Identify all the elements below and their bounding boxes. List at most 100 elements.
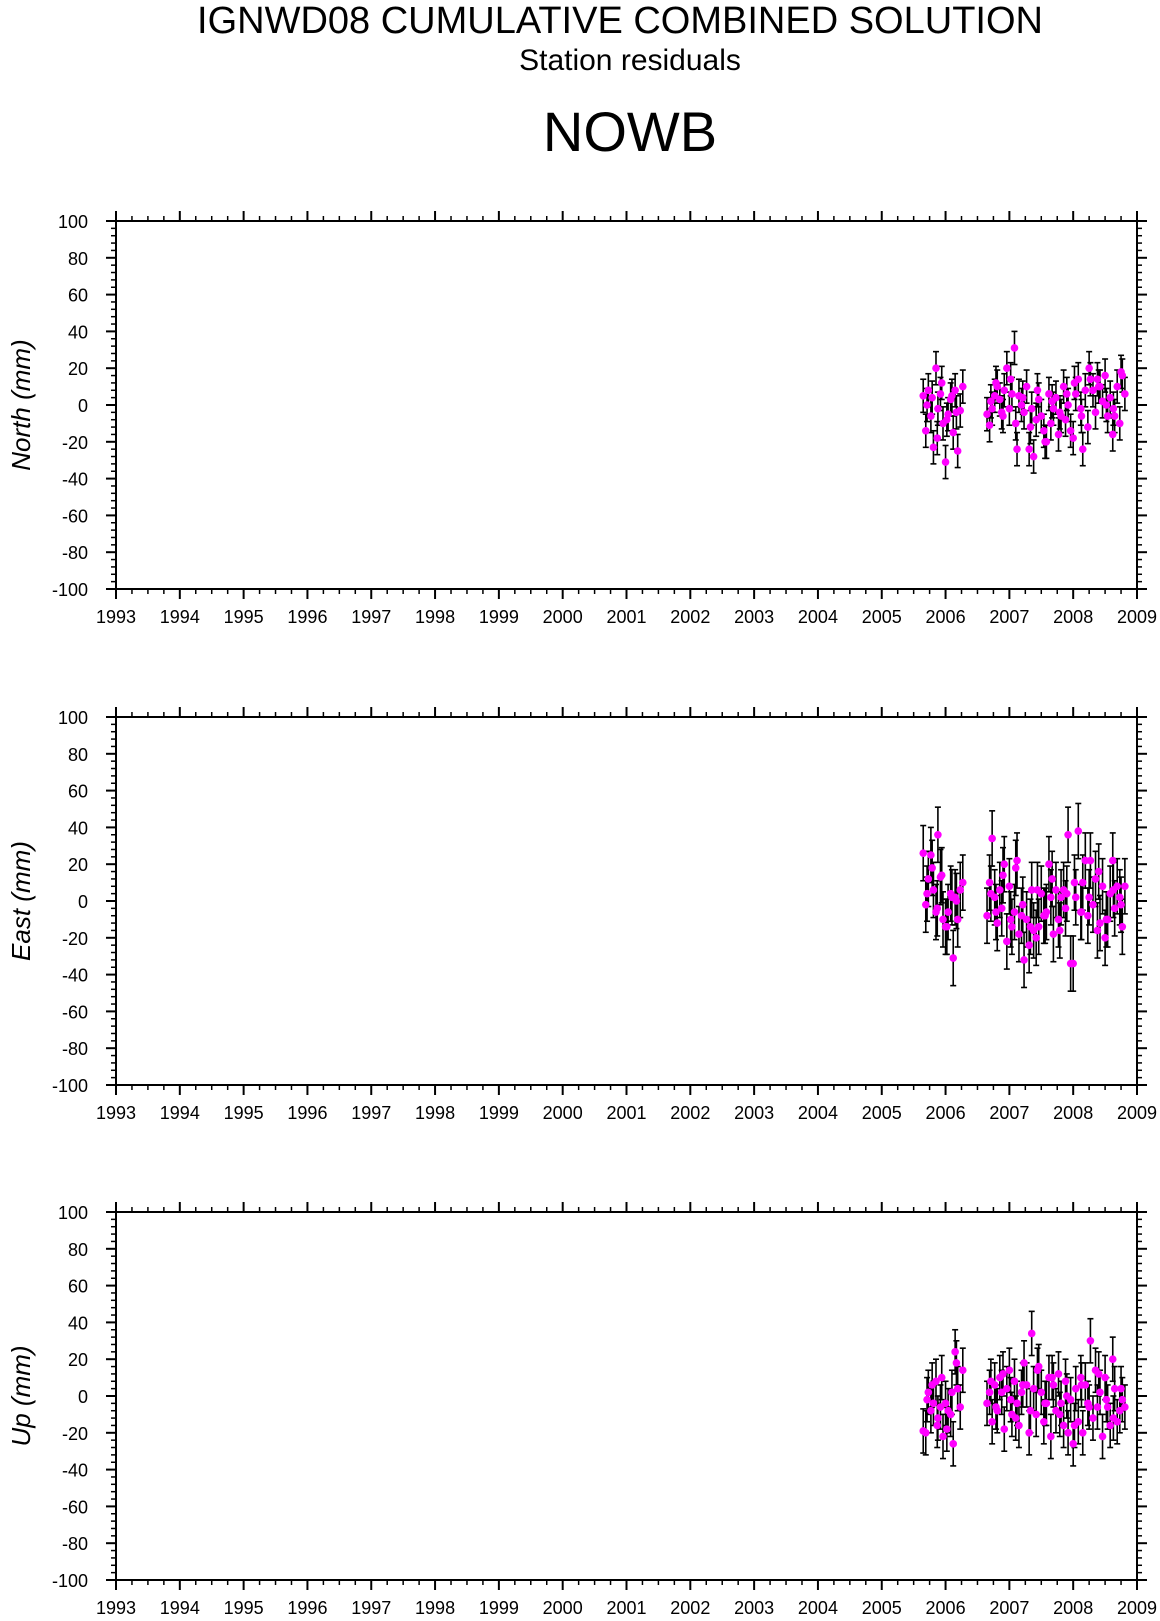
data-point — [1011, 419, 1020, 428]
data-point — [924, 875, 933, 883]
plot-frame — [115, 220, 1138, 590]
data-point — [927, 412, 935, 420]
data-point — [956, 1403, 965, 1411]
data-point — [923, 889, 931, 898]
data-series — [919, 1310, 1129, 1467]
data-point — [923, 1395, 931, 1404]
data-point — [985, 421, 994, 430]
data-point — [1077, 412, 1086, 420]
data-point — [949, 954, 958, 962]
data-point — [999, 1370, 1007, 1378]
data-point — [1121, 390, 1129, 398]
x-tick-label: 2000 — [543, 1103, 583, 1123]
y-tick-label: -40 — [62, 966, 88, 986]
data-point — [1094, 867, 1103, 876]
data-point — [1034, 922, 1043, 931]
plot-frame — [115, 1211, 1138, 1581]
data-point — [1018, 1381, 1027, 1389]
x-tick-label: 2002 — [670, 607, 710, 627]
y-tick-label: 60 — [68, 1277, 88, 1297]
data-point — [1113, 382, 1122, 391]
x-tick-label: 1994 — [160, 1598, 200, 1618]
data-point — [1094, 382, 1103, 391]
data-point — [1061, 904, 1070, 913]
x-tick-label: 1995 — [224, 607, 264, 627]
x-tick-label: 1995 — [224, 1598, 264, 1618]
x-tick-label: 2003 — [734, 607, 774, 627]
data-point — [1077, 1373, 1085, 1382]
data-point — [1049, 1381, 1058, 1389]
data-point — [1069, 434, 1077, 442]
x-tick-label: 1996 — [287, 607, 327, 627]
data-point — [1017, 401, 1026, 409]
x-tick-label: 2007 — [989, 1103, 1029, 1123]
data-point — [939, 1432, 947, 1441]
data-point — [1045, 860, 1053, 868]
data-point — [924, 1388, 933, 1397]
data-point — [1086, 1337, 1095, 1345]
x-tick-label: 2008 — [1053, 607, 1093, 627]
data-point — [1052, 886, 1060, 894]
data-point — [1015, 1421, 1023, 1430]
data-point — [1020, 408, 1028, 417]
data-point — [1063, 889, 1071, 898]
data-point — [1071, 390, 1080, 398]
data-point — [1037, 1388, 1046, 1397]
x-tick-label: 2005 — [862, 1103, 902, 1123]
data-point — [919, 849, 928, 857]
y-tick-label: -20 — [62, 1424, 88, 1444]
data-point — [1048, 1373, 1056, 1382]
data-point — [1059, 382, 1068, 391]
data-point — [1034, 395, 1043, 404]
data-point — [1041, 911, 1049, 920]
data-point — [953, 447, 962, 455]
y-tick-label: 100 — [58, 1203, 88, 1223]
data-point — [1093, 1403, 1102, 1411]
data-point — [1005, 404, 1014, 413]
data-point — [1110, 904, 1119, 913]
data-point — [1078, 1429, 1087, 1437]
data-point — [1063, 390, 1071, 398]
data-point — [1008, 922, 1016, 931]
data-point — [937, 871, 946, 880]
station-name: NOWB — [542, 100, 718, 163]
data-point — [1025, 941, 1033, 949]
y-tick-label: -60 — [62, 506, 88, 526]
data-point — [983, 410, 991, 419]
chart-panel: 1993 1994 1995 1996 1997 1998 1999 2000 2001 2002… — [6, 707, 1157, 1123]
x-tick-label: 2008 — [1053, 1598, 1093, 1618]
data-point — [953, 1384, 962, 1393]
data-point — [1055, 408, 1064, 417]
data-point — [1045, 390, 1053, 398]
data-point — [928, 1381, 936, 1389]
data-point — [1109, 1414, 1118, 1422]
data-point — [1078, 878, 1087, 887]
data-point — [1115, 419, 1124, 428]
data-point — [1085, 364, 1093, 373]
x-tick-label: 2003 — [734, 1103, 774, 1123]
data-point — [952, 408, 961, 417]
x-tick-label: 1996 — [287, 1103, 327, 1123]
y-tick-label: 20 — [68, 1350, 88, 1370]
y-tick-label: -100 — [52, 1076, 88, 1096]
data-point — [1003, 937, 1011, 946]
data-point — [1089, 386, 1097, 395]
y-axis-label: North (mm) — [6, 339, 36, 470]
data-point — [1084, 911, 1092, 920]
data-point — [1071, 1384, 1080, 1393]
data-point — [936, 390, 945, 398]
x-tick-label: 1994 — [160, 607, 200, 627]
data-point — [928, 864, 936, 872]
data-point — [1006, 375, 1015, 384]
x-tick-label: 2000 — [543, 1598, 583, 1618]
data-point — [1027, 1329, 1036, 1338]
data-point — [1109, 404, 1118, 413]
y-tick-label: 40 — [68, 1313, 88, 1333]
data-point — [1118, 1395, 1127, 1404]
data-point — [953, 915, 962, 924]
x-tick-label: 2000 — [543, 607, 583, 627]
data-point — [924, 386, 933, 395]
x-tick-label: 2006 — [926, 607, 966, 627]
data-point — [921, 426, 930, 435]
data-point — [1022, 382, 1031, 391]
